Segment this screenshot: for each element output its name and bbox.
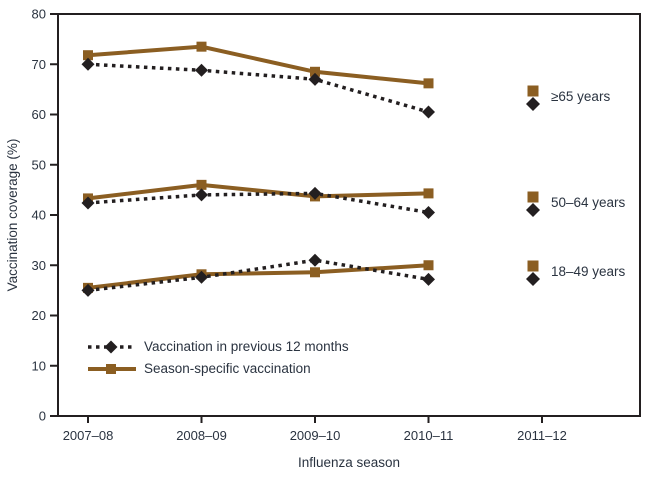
- marker-square: [106, 364, 116, 374]
- y-axis-title: Vaccination coverage (%): [5, 139, 20, 292]
- x-tick-label: 2008–09: [176, 428, 227, 443]
- axes-layer: 0 10 20 30 40 50 60 70 80 2007–08 2008–09 2009–10 20…: [32, 7, 641, 443]
- group-legend-label-50-64: 50–64 years: [551, 195, 626, 210]
- y-tick-label: 80: [32, 7, 46, 22]
- marker-diamond: [422, 105, 435, 119]
- marker-square: [423, 188, 434, 199]
- marker-diamond: [195, 63, 208, 77]
- marker-diamond: [526, 272, 540, 286]
- marker-diamond: [308, 186, 322, 200]
- y-tick-label: 30: [32, 258, 46, 273]
- x-tick-label: 2011–12: [517, 428, 567, 443]
- marker-square: [423, 260, 434, 271]
- marker-diamond: [81, 283, 95, 297]
- line-previous-12-months: [87, 191, 429, 215]
- marker-diamond: [526, 97, 540, 111]
- marker-square: [527, 85, 539, 97]
- marker-diamond: [195, 270, 208, 284]
- line-season-specific: [87, 263, 429, 290]
- x-tick-label: 2009–10: [290, 428, 341, 443]
- marker-square: [196, 179, 207, 190]
- marker-diamond: [422, 205, 435, 219]
- group-legend-label-18-49: 18–49 years: [551, 264, 626, 279]
- line-season-specific: [87, 182, 429, 201]
- marker-square: [83, 50, 93, 61]
- marker-diamond: [422, 272, 435, 286]
- marker-diamond: [81, 57, 95, 71]
- y-tick-label: 0: [39, 409, 46, 424]
- marker-diamond: [81, 196, 95, 210]
- x-tick-label: 2010–11: [404, 428, 454, 443]
- y-tick-label: 60: [32, 107, 46, 122]
- marker-diamond: [308, 253, 322, 267]
- series-layer: [81, 41, 435, 297]
- y-tick-label: 70: [32, 57, 46, 72]
- x-tick-label: 2007–08: [63, 428, 114, 443]
- x-axis-title: Influenza season: [298, 455, 400, 470]
- group-legend-label-65plus: ≥65 years: [551, 89, 610, 104]
- marker-square: [310, 66, 320, 77]
- marker-square: [527, 191, 539, 203]
- marker-diamond: [195, 188, 208, 202]
- marker-diamond: [308, 72, 322, 86]
- line-previous-12-months: [87, 62, 429, 114]
- marker-diamond: [104, 340, 118, 354]
- y-tick-label: 20: [32, 308, 46, 323]
- marker-square: [196, 41, 207, 52]
- y-tick-label: 50: [32, 157, 46, 172]
- legend-layer: [88, 85, 540, 374]
- line-season-specific: [87, 44, 429, 86]
- line-previous-12-months: [87, 258, 429, 293]
- marker-square: [527, 260, 539, 272]
- marker-square: [423, 78, 434, 89]
- marker-square: [310, 267, 320, 278]
- marker-diamond: [526, 203, 540, 217]
- series-legend-label-previous-12-months: Vaccination in previous 12 months: [144, 339, 349, 354]
- series-legend-label-season-specific: Season-specific vaccination: [144, 361, 311, 376]
- y-tick-label: 10: [32, 358, 46, 373]
- y-tick-label: 40: [32, 208, 46, 223]
